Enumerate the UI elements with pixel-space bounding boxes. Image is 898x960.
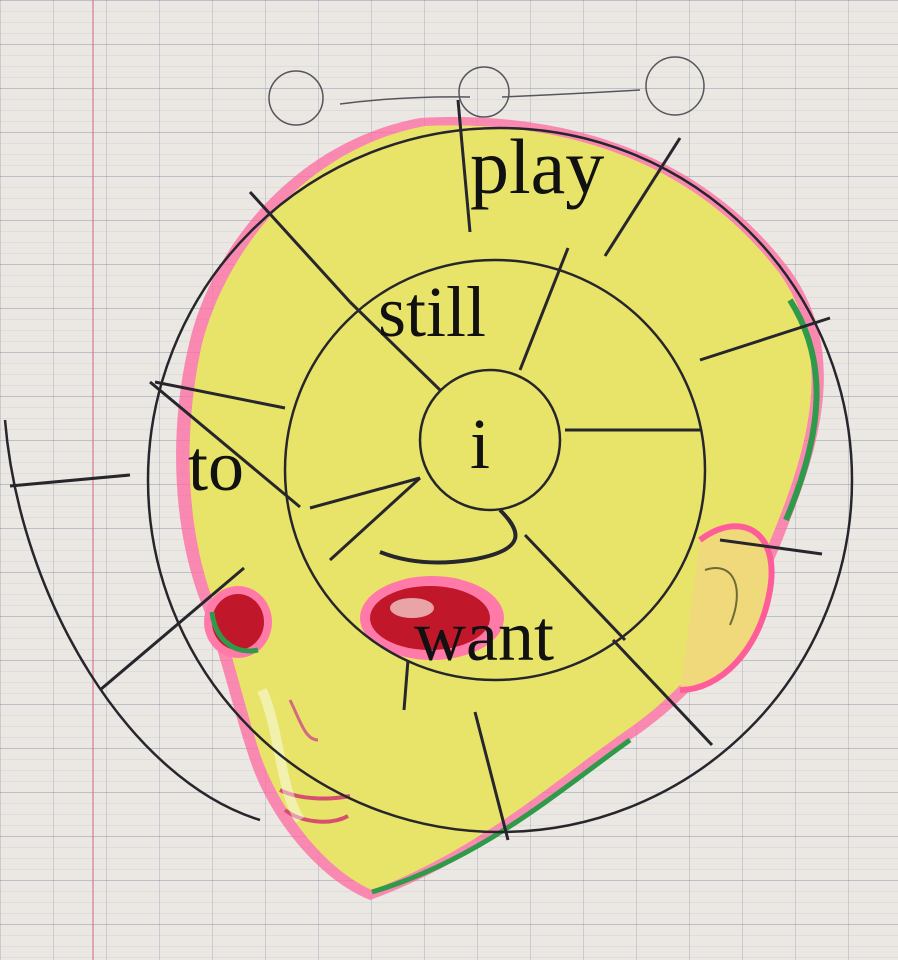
eye-right [360,576,504,660]
pencil-rings [3,126,854,834]
nose [288,699,319,742]
eye-left [204,586,272,658]
pencil-spokes [9,99,831,841]
word-still: still [378,272,487,352]
head-skin [189,125,812,891]
paper-margin-line [92,0,94,960]
jaw-green-edge [371,737,632,895]
word-to: to [188,426,245,506]
top-guide-circles [268,56,705,126]
ear-right [679,523,775,693]
head-green-edge [783,298,820,522]
word-want: want [414,596,554,676]
word-i: i [470,404,491,484]
word-play: play [470,123,605,210]
inner-swirl [379,508,518,565]
face-highlight [257,687,305,823]
